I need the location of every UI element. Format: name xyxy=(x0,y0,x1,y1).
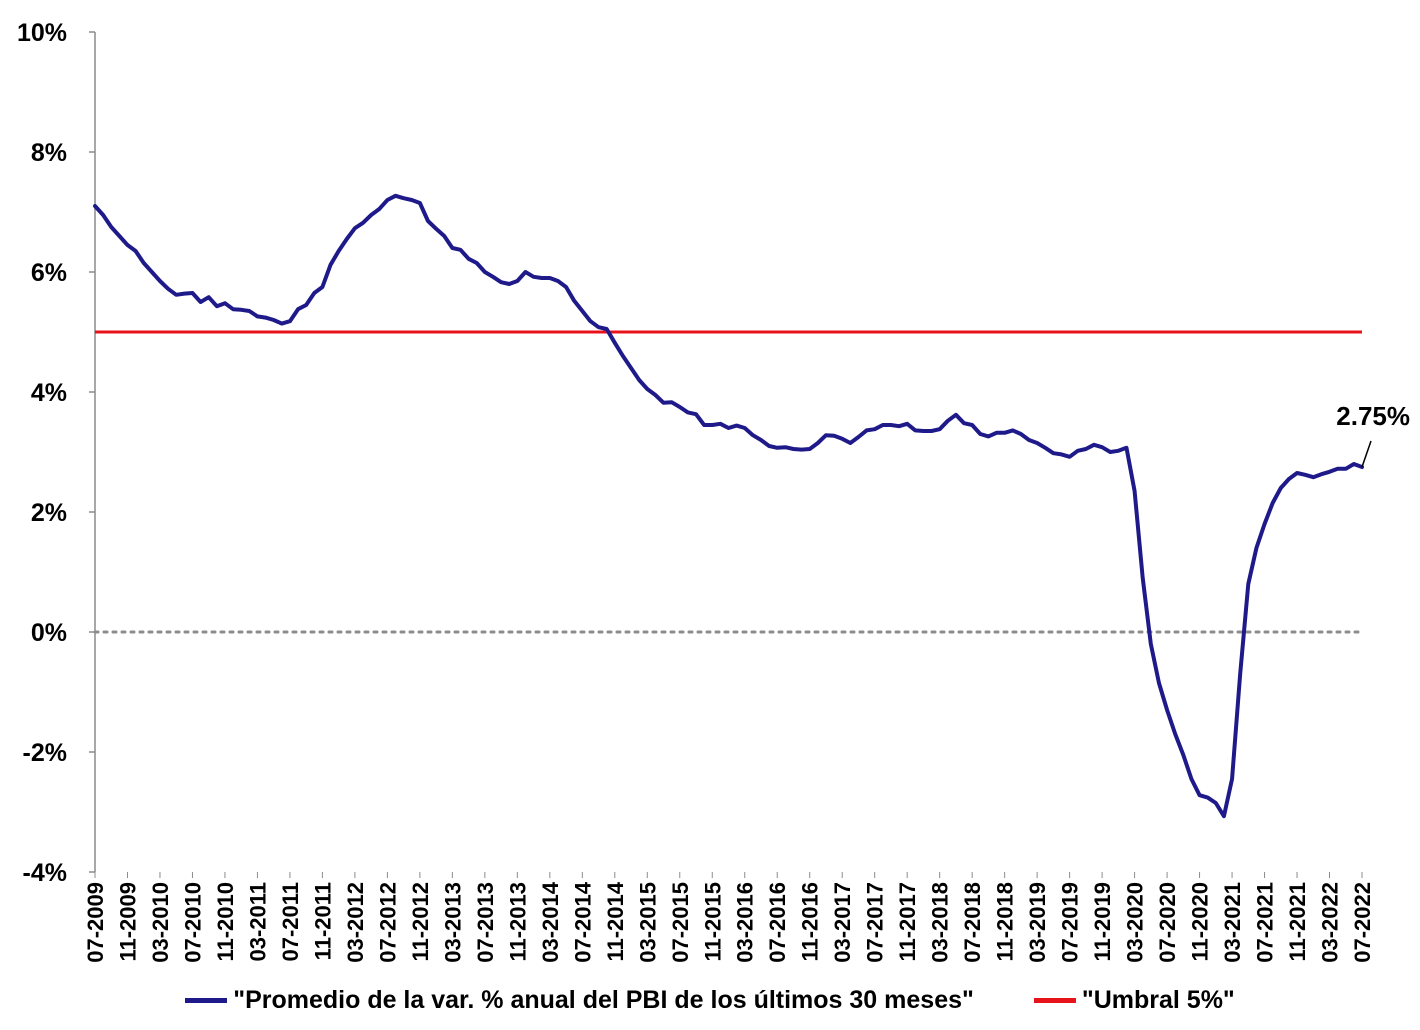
y-tick-label: 2% xyxy=(31,499,67,527)
legend-label-umbral: "Umbral 5%" xyxy=(1081,985,1235,1014)
legend-item-umbral: "Umbral 5%" xyxy=(1033,985,1235,1015)
y-tick-label: 10% xyxy=(17,19,67,47)
plot-area: 2.75% xyxy=(93,193,1410,819)
x-tick-label: 07-2018 xyxy=(960,882,985,963)
x-tick-label: 03-2015 xyxy=(635,882,660,963)
x-tick-label: 03-2011 xyxy=(245,882,270,962)
x-tick-label: 07-2022 xyxy=(1350,882,1375,963)
x-tick-label: 03-2021 xyxy=(1220,882,1245,963)
x-tick-label: 07-2017 xyxy=(863,882,888,963)
y-tick-label: 0% xyxy=(31,619,67,647)
x-tick-label: 03-2018 xyxy=(928,882,953,963)
x-tick-label: 11-2019 xyxy=(1090,882,1115,962)
legend-swatch-promedio xyxy=(185,997,228,1003)
annotation-leader-line xyxy=(1361,440,1372,468)
x-tick-label: 03-2020 xyxy=(1123,882,1148,963)
x-tick-label: 11-2012 xyxy=(408,882,433,962)
y-axis: 10% 8% 6% 4% 2% 0% -2% -4% xyxy=(17,19,96,887)
x-tick-label: 03-2022 xyxy=(1318,882,1343,963)
legend: "Promedio de la var. % anual del PBI de … xyxy=(0,980,1420,1020)
x-tick-label: 11-2013 xyxy=(505,882,530,962)
x-tick-label: 07-2021 xyxy=(1253,882,1278,963)
x-tick-label: 03-2012 xyxy=(343,882,368,963)
x-tick-label: 03-2019 xyxy=(1025,882,1050,963)
x-tick-label: 07-2014 xyxy=(570,881,595,963)
y-tick-label: 8% xyxy=(31,139,67,167)
annotation-label: 2.75% xyxy=(1336,401,1410,431)
x-tick-label: 07-2016 xyxy=(765,882,790,963)
series-line-promedio xyxy=(93,193,1364,819)
legend-item-promedio: "Promedio de la var. % anual del PBI de … xyxy=(185,986,974,1015)
x-tick-label: 07-2010 xyxy=(180,882,205,963)
x-tick-label: 03-2013 xyxy=(440,882,465,963)
x-tick-label: 11-2015 xyxy=(700,882,725,962)
x-tick-label: 11-2020 xyxy=(1188,882,1213,962)
x-tick-label: 07-2019 xyxy=(1058,882,1083,963)
x-tick-label: 07-2012 xyxy=(375,882,400,963)
y-tick-label: 4% xyxy=(31,379,67,407)
legend-swatch-umbral xyxy=(1033,997,1076,1003)
line-chart: 10% 8% 6% 4% 2% 0% -2% -4% 07-2009 11-2009 03-201… xyxy=(17,19,1410,963)
x-tick-label: 03-2014 xyxy=(538,881,563,963)
y-tick-label: -4% xyxy=(23,859,67,887)
x-tick-label: 11-2021 xyxy=(1285,882,1310,962)
x-tick-label: 11-2011 xyxy=(310,882,335,960)
y-tick-label: -2% xyxy=(23,739,67,767)
x-tick-label: 11-2017 xyxy=(895,882,920,962)
x-tick-label: 03-2010 xyxy=(148,882,173,963)
x-tick-label: 07-2015 xyxy=(668,882,693,963)
x-tick-label: 11-2010 xyxy=(213,882,238,962)
x-tick-label: 07-2011 xyxy=(278,882,303,962)
x-tick-label: 07-2020 xyxy=(1155,882,1180,963)
x-tick-label: 11-2016 xyxy=(798,882,823,962)
y-tick-label: 6% xyxy=(31,259,67,287)
x-tick-label: 07-2009 xyxy=(83,882,108,963)
legend-label-promedio: "Promedio de la var. % anual del PBI de … xyxy=(233,985,974,1014)
x-tick-label: 11-2014 xyxy=(603,881,628,961)
x-tick-label: 11-2009 xyxy=(115,882,140,962)
x-tick-label: 07-2013 xyxy=(473,882,498,963)
x-tick-label: 03-2016 xyxy=(733,882,758,963)
x-tick-label: 11-2018 xyxy=(993,882,1018,962)
x-tick-label: 03-2017 xyxy=(830,882,855,963)
x-axis: 07-2009 11-2009 03-2010 07-2010 11-2010 03-20… xyxy=(83,872,1375,963)
